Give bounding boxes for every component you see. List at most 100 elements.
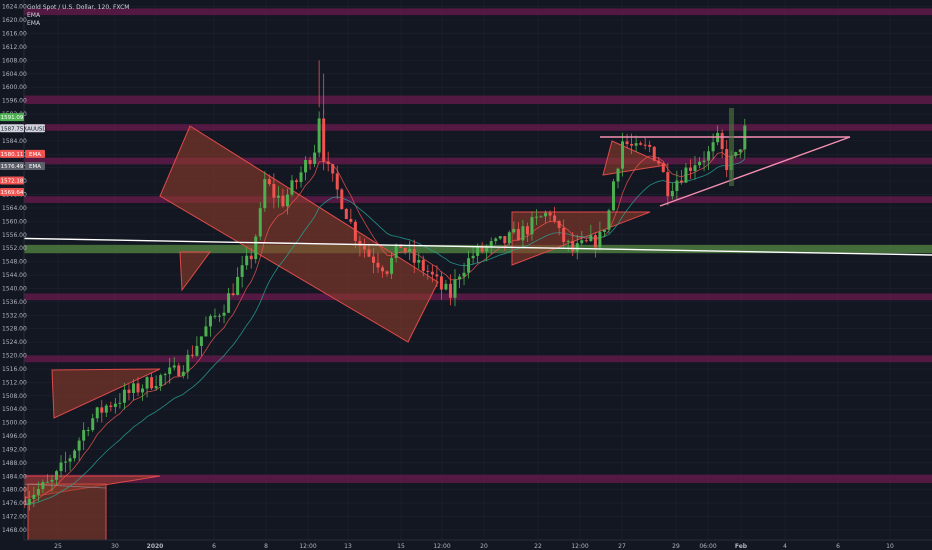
candle-body (136, 383, 140, 393)
candle-body (494, 238, 498, 242)
x-tick-label: 6 (212, 543, 216, 550)
candle-body (580, 240, 584, 244)
candle-body (589, 235, 593, 242)
ema-slow-line (24, 158, 746, 506)
x-tick-label: 22 (534, 543, 542, 550)
candle-body (530, 217, 534, 235)
volume-highlight (729, 108, 734, 186)
candle-body (571, 240, 575, 252)
candle-body (204, 326, 208, 337)
candle-body (725, 149, 729, 171)
white-trendline (0, 237, 932, 256)
candle-body (720, 132, 724, 150)
x-tick-label: 12:00 (433, 543, 450, 550)
candle-body (358, 240, 362, 246)
candle-body (707, 151, 711, 161)
small-flag-pattern (179, 251, 211, 292)
candle-body (77, 440, 81, 451)
time-axis[interactable]: 25 30 2020 6 8 12:00 13 15 12:00 20 22 12:00 27 29 06:… (0, 539, 932, 550)
candle-body (430, 271, 434, 275)
candle-body (154, 386, 158, 389)
candle-body (679, 180, 683, 183)
price-axis[interactable]: 1624.00 1620.00 1616.00 1612.00 1608.00 1604.… (0, 0, 27, 550)
candle-body (236, 276, 240, 295)
candle-body (394, 244, 398, 259)
candle-body (684, 167, 688, 183)
candle-body (54, 471, 58, 480)
candle-body (634, 143, 638, 146)
candle-body (593, 235, 597, 248)
candle-body (331, 164, 335, 174)
candle-body (602, 229, 606, 232)
candle-body (254, 236, 258, 260)
candle-body (231, 293, 235, 295)
price-label-text: 1587.75 (1, 126, 24, 132)
y-tick-label: 1476.00 (2, 500, 27, 507)
candle-body (439, 276, 443, 290)
candle-body (630, 144, 634, 146)
candle-body (272, 184, 276, 198)
x-tick-label: 15 (397, 543, 405, 550)
y-tick-label: 1468.00 (2, 527, 27, 534)
candle-body (539, 216, 543, 218)
candle-body (326, 161, 330, 165)
candle-body (621, 141, 625, 169)
candle-body (367, 249, 371, 257)
legend-title: Gold Spot / U.S. Dollar, 120, FXCM (27, 4, 129, 11)
candle-body (118, 402, 122, 404)
y-tick-label: 1600.00 (2, 84, 27, 91)
candle-body (227, 293, 231, 313)
candle-body (476, 246, 480, 256)
candle-body (385, 271, 389, 274)
legend-ema-2: EMA (27, 20, 41, 27)
x-tick-label: 25 (54, 543, 62, 550)
candle-body (131, 383, 135, 393)
y-tick-label: 1608.00 (2, 57, 27, 64)
candle-body (399, 244, 403, 248)
pattern-drawings[interactable] (23, 125, 668, 541)
trend-lines[interactable] (0, 108, 932, 256)
legend-ema-1: EMA (27, 12, 41, 19)
candle-body (82, 430, 86, 441)
candle-body (471, 255, 475, 259)
price-label-text: XAUUSD (23, 126, 46, 132)
candle-body (50, 479, 54, 482)
candle-body (113, 403, 117, 407)
candle-body (381, 267, 385, 272)
y-tick-label: 1620.00 (2, 17, 27, 24)
y-tick-label: 1508.00 (2, 393, 27, 400)
x-tick-label: 12:00 (571, 543, 588, 550)
y-tick-label: 1528.00 (2, 326, 27, 333)
candle-body (335, 173, 339, 190)
price-label-bg (25, 162, 45, 171)
candle-body (104, 405, 108, 413)
candle-body (643, 144, 647, 146)
candle-body (190, 354, 194, 356)
candle-body (412, 248, 416, 263)
candle-body (557, 220, 561, 228)
candle-body (444, 283, 448, 290)
candle-body (503, 236, 507, 244)
candle-body (507, 232, 511, 244)
candle-body (693, 165, 697, 171)
y-tick-label: 1516.00 (2, 366, 27, 373)
candle-body (172, 365, 176, 368)
candle-body (23, 496, 27, 505)
candle-body (59, 462, 63, 472)
bull-flag-pattern (51, 368, 161, 419)
candle-body (304, 160, 308, 173)
candle-body (353, 221, 357, 241)
candle-body (734, 152, 738, 156)
candle-body (657, 160, 661, 164)
price-label-text: 1580.11 (1, 152, 24, 158)
price-label-text: 1591.09 (1, 115, 24, 121)
candle-body (661, 163, 665, 173)
y-tick-label: 1472.00 (2, 514, 27, 521)
x-tick-label: 30 (111, 543, 119, 550)
candle-body (489, 241, 493, 247)
x-tick-label: 12:00 (299, 543, 316, 550)
candle-body (534, 216, 538, 218)
candle-body (141, 388, 145, 393)
candle-body (27, 499, 31, 505)
